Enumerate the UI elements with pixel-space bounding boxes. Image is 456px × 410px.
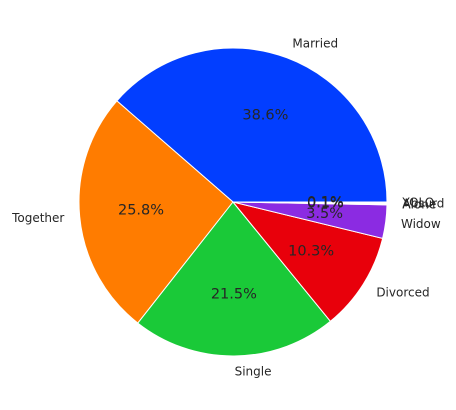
percentage-label-single: 21.5% <box>211 286 257 302</box>
category-label-married: Married <box>292 36 338 50</box>
percentage-label-married: 38.6% <box>242 107 288 123</box>
category-label-together: Together <box>11 211 64 225</box>
percentage-label-yolo: 0.1% <box>307 194 344 210</box>
category-label-divorced: Divorced <box>376 285 429 299</box>
category-label-yolo: YOLO <box>401 196 434 210</box>
percentage-label-divorced: 10.3% <box>288 243 334 259</box>
percentage-label-together: 25.8% <box>118 203 164 219</box>
category-label-single: Single <box>235 364 272 378</box>
category-label-widow: Widow <box>401 217 441 231</box>
